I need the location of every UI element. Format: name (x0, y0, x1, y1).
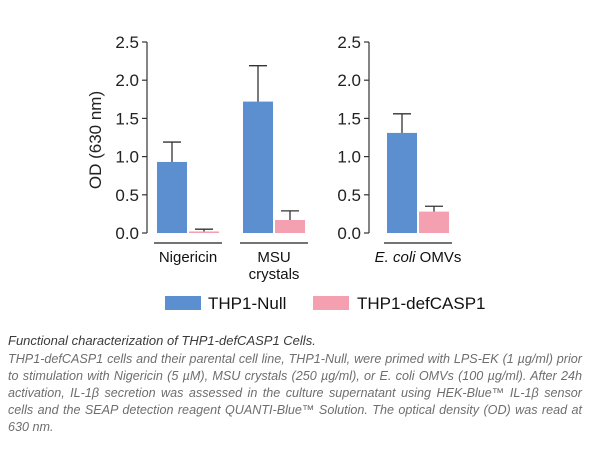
bar-group: E. coli OMVs (375, 113, 462, 266)
y-tick-label: 1.0 (337, 148, 361, 167)
y-tick-label: 0.5 (115, 186, 139, 205)
y-tick-label: 2.5 (115, 33, 139, 52)
category-label: Nigericin (159, 249, 217, 266)
y-tick-label: 0.5 (337, 186, 361, 205)
y-tick-label: 0.0 (115, 224, 139, 243)
bar-thp1-null (157, 161, 187, 233)
y-tick-label: 2.0 (337, 71, 361, 90)
category-label: MSU crystals (249, 249, 300, 283)
bar-thp1-null (387, 132, 417, 233)
bar-group: Nigericin (154, 141, 222, 266)
bar-chart: OD (630 nm) 0.0 0.5 1.0 1.5 2.0 2.5 Nigericin MS… (86, 33, 486, 313)
legend-swatch (165, 296, 201, 310)
legend-swatch (313, 296, 349, 310)
y-tick-label: 2.0 (115, 71, 139, 90)
caption-body: THP1-defCASP1 cells and their parental c… (8, 352, 582, 434)
y-tick-label: 0.0 (337, 224, 361, 243)
category-label: E. coli OMVs (375, 249, 462, 266)
y-axis-title: OD (630 nm) (86, 91, 105, 189)
legend-label: THP1-Null (208, 294, 286, 313)
bar-thp1-defcasp1 (419, 211, 449, 233)
y-tick-label: 1.5 (337, 109, 361, 128)
chart-panel-1: 0.0 0.5 1.0 1.5 2.0 2.5 Nigericin MSU crystals (115, 33, 308, 283)
bar-thp1-null (243, 101, 273, 233)
y-tick-label: 1.0 (115, 148, 139, 167)
bar-thp1-defcasp1 (275, 220, 305, 233)
caption-title: Functional characterization of THP1-defC… (8, 333, 316, 348)
figure-caption: Functional characterization of THP1-defC… (8, 332, 582, 436)
y-tick-label: 2.5 (337, 33, 361, 52)
legend-label: THP1-defCASP1 (357, 294, 486, 313)
legend: THP1-Null THP1-defCASP1 (165, 294, 486, 313)
bar-group: MSU crystals (240, 65, 308, 283)
y-tick-label: 1.5 (115, 109, 139, 128)
bar-thp1-defcasp1 (189, 231, 219, 233)
chart-panel-2: 0.0 0.5 1.0 1.5 2.0 2.5 E. coli OMVs (337, 33, 461, 266)
